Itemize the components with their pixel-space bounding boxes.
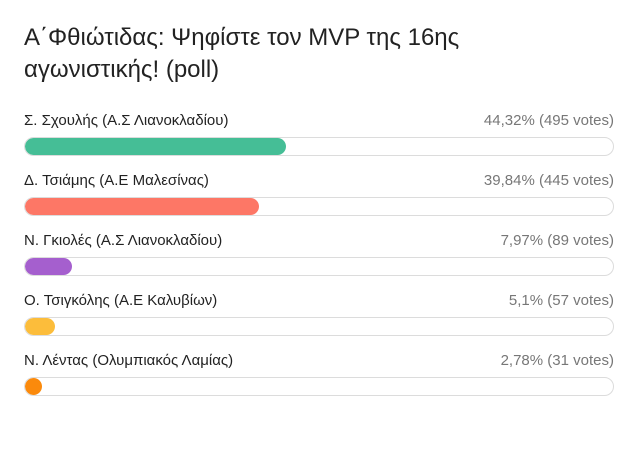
poll-option-label: Ν. Γκιολές (Α.Σ Λιανοκλαδίου) [24,232,223,249]
poll-option-votes: (89 votes) [547,232,614,249]
poll-option-header: Δ. Τσιάμης (Α.Ε Μαλεσίνας) 39,84% (445 v… [24,172,614,194]
poll-option-header: Ν. Γκιολές (Α.Σ Λιανοκλαδίου) 7,97% (89 … [24,232,614,254]
poll-option-result: 7,97% (89 votes) [501,232,614,250]
poll-option-header: Σ. Σχουλής (Α.Σ Λιανοκλαδίου) 44,32% (49… [24,112,614,134]
poll-option-bar-fill [25,198,259,215]
poll-option-bar-track [24,197,614,216]
poll-option-bar-track [24,137,614,156]
poll-option-header: Ν. Λέντας (Ολυμπιακός Λαμίας) 2,78% (31 … [24,352,614,374]
poll-option-result: 2,78% (31 votes) [501,352,614,370]
poll-option[interactable]: Ν. Λέντας (Ολυμπιακός Λαμίας) 2,78% (31 … [24,352,614,412]
poll-option-bar-track [24,317,614,336]
poll-option-label: Δ. Τσιάμης (Α.Ε Μαλεσίνας) [24,172,209,189]
poll-title: Α΄Φθιώτιδας: Ψηφίστε τον MVP της 16ης αγ… [24,24,460,83]
poll-option-percent: 44,32% [483,112,535,129]
poll-option-bar-fill [25,318,55,335]
poll-option-votes: (495 votes) [538,112,614,129]
poll-option-label: Ο. Τσιγκόλης (Α.Ε Καλυβίων) [24,292,218,309]
poll-option-result: 39,84% (445 votes) [484,172,614,190]
poll-option-percent: 2,78% [500,352,544,369]
poll-option-bar-fill [25,258,72,275]
poll-option[interactable]: Δ. Τσιάμης (Α.Ε Μαλεσίνας) 39,84% (445 v… [24,172,614,232]
poll-option-percent: 39,84% [483,172,535,189]
poll-option-label: Ν. Λέντας (Ολυμπιακός Λαμίας) [24,352,234,369]
poll-option-percent: 7,97% [500,232,544,249]
poll-option-votes: (57 votes) [547,292,614,309]
poll-option-bar-fill [25,138,286,155]
poll-option-header: Ο. Τσιγκόλης (Α.Ε Καλυβίων) 5,1% (57 vot… [24,292,614,314]
poll-option-result: 5,1% (57 votes) [509,292,614,310]
poll-option-bar-track [24,257,614,276]
poll-option-bar-track [24,377,614,396]
poll-option-votes: (31 votes) [547,352,614,369]
poll-option[interactable]: Ο. Τσιγκόλης (Α.Ε Καλυβίων) 5,1% (57 vot… [24,292,614,352]
poll-option[interactable]: Σ. Σχουλής (Α.Σ Λιανοκλαδίου) 44,32% (49… [24,112,614,172]
poll-option[interactable]: Ν. Γκιολές (Α.Σ Λιανοκλαδίου) 7,97% (89 … [24,232,614,292]
poll-option-percent: 5,1% [508,292,544,309]
poll-option-bar-fill [25,378,42,395]
poll-option-votes: (445 votes) [538,172,614,189]
poll-option-label: Σ. Σχουλής (Α.Σ Λιανοκλαδίου) [24,112,229,129]
poll-option-result: 44,32% (495 votes) [484,112,614,130]
